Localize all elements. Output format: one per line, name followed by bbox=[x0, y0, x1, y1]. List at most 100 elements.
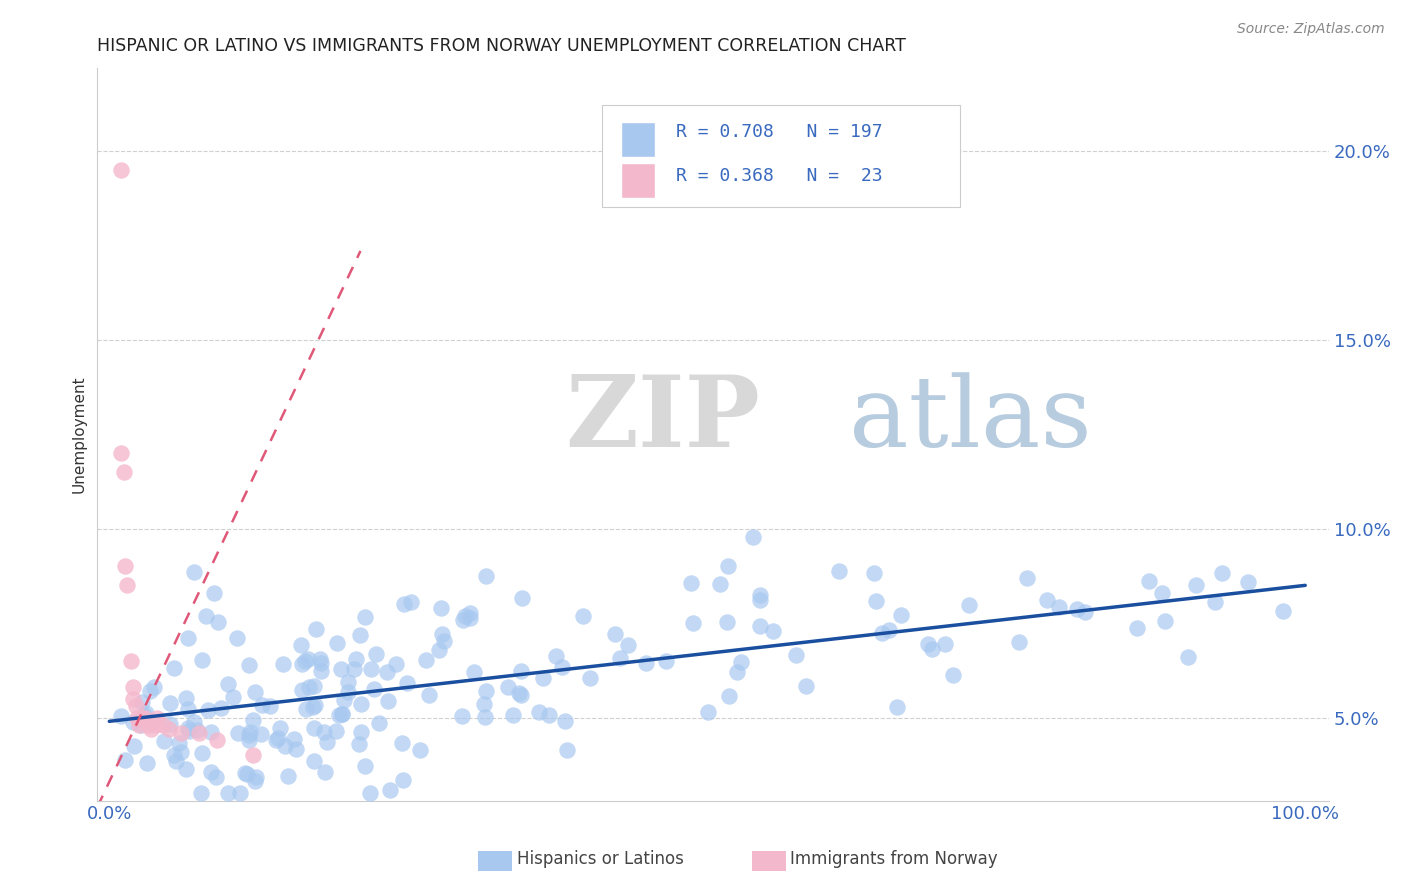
Point bbox=[233, 765, 256, 780]
Point bbox=[301, 699, 323, 714]
Point bbox=[363, 682, 385, 697]
Point bbox=[1137, 574, 1160, 589]
Point bbox=[110, 163, 132, 178]
Point bbox=[135, 706, 157, 720]
Point bbox=[304, 622, 326, 636]
Point bbox=[228, 725, 250, 739]
Point bbox=[890, 607, 912, 622]
Point bbox=[190, 786, 212, 800]
Point bbox=[934, 637, 956, 651]
Point bbox=[200, 765, 222, 780]
Point bbox=[125, 710, 148, 724]
Point bbox=[427, 642, 450, 657]
Point bbox=[110, 446, 132, 460]
Point bbox=[716, 615, 738, 630]
Point bbox=[245, 774, 267, 789]
Point bbox=[188, 725, 211, 739]
Point bbox=[475, 568, 498, 582]
Point bbox=[453, 608, 475, 623]
Text: atlas: atlas bbox=[849, 372, 1091, 467]
Point bbox=[332, 693, 354, 707]
Point bbox=[134, 710, 156, 724]
Point bbox=[451, 613, 474, 627]
Point bbox=[294, 655, 316, 669]
Point bbox=[209, 700, 232, 714]
Point bbox=[761, 624, 783, 638]
Point bbox=[191, 746, 214, 760]
Point bbox=[603, 627, 626, 641]
Point bbox=[877, 623, 900, 637]
FancyBboxPatch shape bbox=[621, 163, 655, 198]
Point bbox=[463, 665, 485, 679]
Point bbox=[749, 593, 772, 607]
Point bbox=[336, 675, 359, 690]
Point bbox=[298, 681, 321, 695]
Point bbox=[245, 771, 267, 785]
Point bbox=[197, 703, 219, 717]
Point bbox=[399, 595, 422, 609]
Point bbox=[200, 724, 222, 739]
Point bbox=[259, 698, 281, 713]
Point bbox=[353, 759, 375, 773]
Point bbox=[360, 662, 382, 676]
Point bbox=[238, 728, 260, 742]
Point bbox=[828, 564, 851, 578]
Text: Source: ZipAtlas.com: Source: ZipAtlas.com bbox=[1237, 22, 1385, 37]
Point bbox=[183, 565, 205, 579]
Point bbox=[391, 736, 413, 750]
Point bbox=[655, 654, 678, 668]
Point bbox=[367, 716, 389, 731]
Point bbox=[177, 724, 200, 739]
Point bbox=[430, 600, 453, 615]
Point bbox=[131, 695, 153, 709]
Point bbox=[191, 653, 214, 667]
Point bbox=[377, 694, 399, 708]
Point bbox=[1271, 604, 1294, 618]
Point bbox=[474, 710, 496, 724]
Point bbox=[325, 724, 347, 739]
Point bbox=[124, 699, 146, 714]
Point bbox=[141, 722, 163, 736]
Point bbox=[863, 566, 886, 580]
Point bbox=[177, 631, 200, 645]
Point bbox=[222, 690, 245, 704]
Point bbox=[122, 739, 145, 753]
Point bbox=[297, 652, 319, 666]
Point bbox=[314, 765, 336, 780]
Text: R = 0.368   N =  23: R = 0.368 N = 23 bbox=[676, 168, 883, 186]
Point bbox=[174, 762, 197, 776]
Point bbox=[579, 671, 602, 685]
Point bbox=[418, 688, 440, 702]
Point bbox=[304, 698, 326, 713]
Point bbox=[267, 731, 290, 746]
Point bbox=[136, 756, 159, 770]
Point bbox=[957, 598, 980, 612]
Point bbox=[450, 709, 472, 723]
Point bbox=[242, 748, 264, 763]
Point bbox=[679, 576, 702, 591]
Point bbox=[380, 782, 402, 797]
Point bbox=[749, 589, 772, 603]
Point bbox=[510, 688, 533, 702]
Point bbox=[117, 578, 139, 592]
Point bbox=[409, 743, 432, 757]
Point bbox=[309, 652, 332, 666]
Point bbox=[157, 722, 180, 736]
Point bbox=[110, 709, 132, 723]
Point bbox=[177, 721, 200, 735]
Point bbox=[167, 736, 190, 750]
Text: Immigrants from Norway: Immigrants from Norway bbox=[790, 850, 998, 868]
Point bbox=[785, 648, 807, 663]
Point bbox=[636, 656, 658, 670]
Point bbox=[295, 702, 318, 716]
Point bbox=[243, 684, 266, 698]
Point bbox=[1154, 615, 1177, 629]
Point bbox=[1074, 605, 1097, 619]
Point bbox=[391, 773, 413, 788]
Point bbox=[290, 638, 312, 652]
Point bbox=[269, 721, 291, 735]
Point bbox=[709, 576, 731, 591]
Point bbox=[1049, 600, 1071, 615]
Point bbox=[143, 718, 166, 732]
Point bbox=[717, 689, 740, 703]
